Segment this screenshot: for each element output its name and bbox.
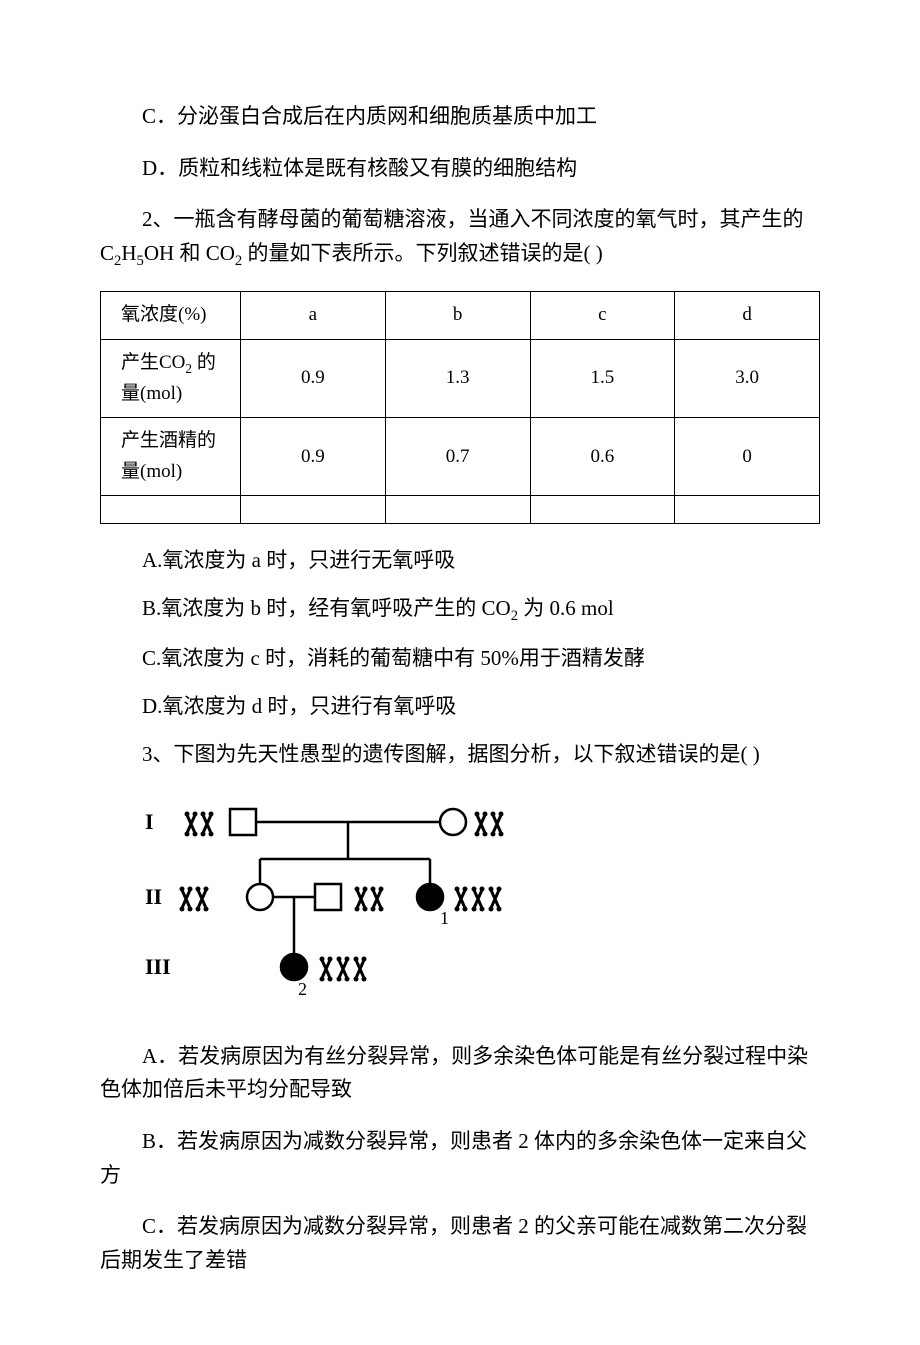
table-empty-row [101,496,820,524]
chromosome-icon [354,957,367,982]
row1-label-pre: 产生CO [121,352,185,373]
q3-option-b: B．若发病原因为减数分裂异常，则患者 2 体内的多余染色体一定来自父方 [100,1125,820,1192]
q2-optb-pre: B.氧浓度为 b 时，经有氧呼吸产生的 CO [142,596,511,620]
q2-stem-text-2: H [121,241,136,265]
chromosome-icon [489,887,502,912]
female-affected-symbol [417,884,443,910]
q2-stem: 2、一瓶含有酵母菌的葡萄糖溶液，当通入不同浓度的氧气时，其产生的 C2H5OH … [100,203,820,273]
q3-optc-text: C．若发病原因为减数分裂异常，则患者 2 的父亲可能在减数第二次分裂后期发生了差… [100,1214,807,1272]
table-header-label: 氧浓度(%) [101,292,241,339]
chromosome-icon [180,887,209,912]
q1-option-d: D．质粒和线粒体是既有核酸又有膜的细胞结构 [100,152,820,186]
male-unaffected-symbol [315,884,341,910]
table-row1-label: 产生CO2 的量(mol) [101,339,241,417]
table-cell: 3.0 [675,339,820,417]
gen-label-1: I [145,809,154,834]
q3-option-c: C．若发病原因为减数分裂异常，则患者 2 的父亲可能在减数第二次分裂后期发生了差… [100,1210,820,1277]
table-cell: 0.6 [530,418,675,496]
q2-option-b: B.氧浓度为 b 时，经有氧呼吸产生的 CO2 为 0.6 mol [100,592,820,629]
pedigree-svg: I II III [140,789,560,1009]
female-unaffected-symbol [440,809,466,835]
chromosome-icon [472,887,485,912]
q2-stem-text-3: OH 和 CO [144,241,235,265]
female-affected-symbol [281,954,307,980]
gen-label-3: III [145,954,171,979]
q3-option-a: A．若发病原因为有丝分裂异常，则多余染色体可能是有丝分裂过程中染色体加倍后未平均… [100,1040,820,1107]
gen-label-2: II [145,884,162,909]
chromosome-icon [320,957,333,982]
table-col-d: d [675,292,820,339]
table-row2-label: 产生酒精的量(mol) [101,418,241,496]
q2-option-c: C.氧浓度为 c 时，消耗的葡萄糖中有 50%用于酒精发酵 [100,642,820,676]
q2-stem-sub-5: 5 [137,253,144,269]
table-cell: 0.9 [241,418,386,496]
male-unaffected-symbol [230,809,256,835]
q3-opta-text: A．若发病原因为有丝分裂异常，则多余染色体可能是有丝分裂过程中染色体加倍后未平均… [100,1044,808,1102]
q3-stem: 3、下图为先天性愚型的遗传图解，据图分析，以下叙述错误的是( ) [100,738,820,772]
table-col-a: a [241,292,386,339]
chromosome-icon [355,887,384,912]
chromosome-icon [475,812,504,837]
individual-label-1: 1 [440,908,449,928]
q2-optb-sub: 2 [511,608,518,624]
table-col-b: b [385,292,530,339]
table-cell: 0 [675,418,820,496]
q2-stem-text-4: 的量如下表所示。下列叙述错误的是( ) [242,241,603,265]
q2-data-table: 氧浓度(%) a b c d 产生CO2 的量(mol) 0.9 1.3 1.5… [100,291,820,524]
pedigree-diagram: I II III [140,789,820,1020]
q2-optb-post: 为 0.6 mol [518,596,614,620]
chromosome-icon [185,812,214,837]
q2-option-a: A.氧浓度为 a 时，只进行无氧呼吸 [100,544,820,578]
q3-optb-text: B．若发病原因为减数分裂异常，则患者 2 体内的多余染色体一定来自父方 [100,1129,807,1187]
table-row: 产生CO2 的量(mol) 0.9 1.3 1.5 3.0 [101,339,820,417]
individual-label-2: 2 [298,979,307,999]
table-cell: 0.7 [385,418,530,496]
table-cell: 1.5 [530,339,675,417]
chromosome-icon [337,957,350,982]
table-row: 产生酒精的量(mol) 0.9 0.7 0.6 0 [101,418,820,496]
q2-option-d: D.氧浓度为 d 时，只进行有氧呼吸 [100,690,820,724]
table-header-row: 氧浓度(%) a b c d [101,292,820,339]
q3-stem-text: 3、下图为先天性愚型的遗传图解，据图分析，以下叙述错误的是( ) [142,742,760,766]
table-cell: 1.3 [385,339,530,417]
chromosome-icon [455,887,468,912]
table-col-c: c [530,292,675,339]
female-unaffected-symbol [247,884,273,910]
table-cell: 0.9 [241,339,386,417]
q1-option-c: C．分泌蛋白合成后在内质网和细胞质基质中加工 [100,100,820,134]
